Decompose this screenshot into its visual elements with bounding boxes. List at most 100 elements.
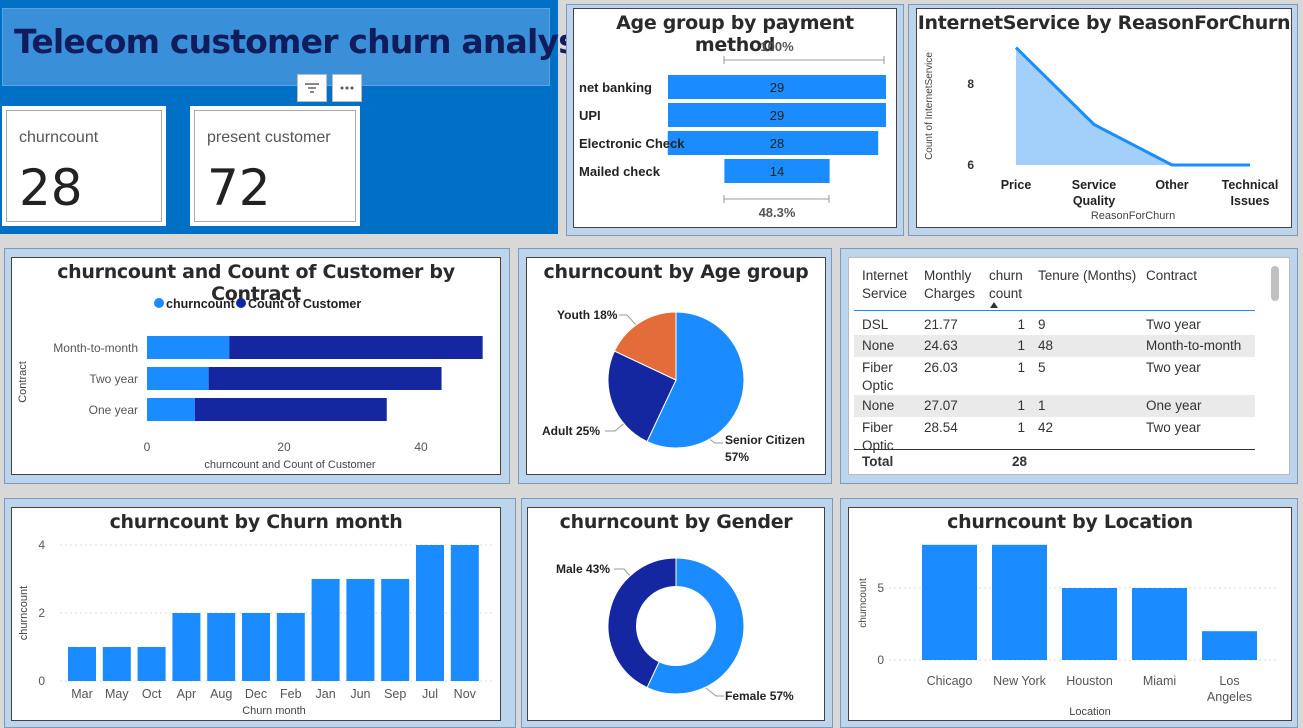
legend-label: churncount bbox=[166, 297, 236, 311]
bar-churncount[interactable] bbox=[147, 336, 230, 359]
table-cell: 27.07 bbox=[924, 398, 958, 413]
col-header-contract[interactable]: Contract bbox=[1146, 268, 1198, 283]
age-pie-panel[interactable]: churncount by Age group Youth 18% Adult … bbox=[526, 257, 826, 475]
table-cell: DSL bbox=[862, 316, 888, 334]
bar[interactable] bbox=[242, 613, 270, 681]
contract-panel[interactable]: churncount and Count of Customer by Cont… bbox=[11, 257, 501, 475]
bar-count-of-customer[interactable] bbox=[208, 367, 442, 390]
bar[interactable] bbox=[1202, 631, 1257, 660]
y-tick-label: 0 bbox=[877, 653, 884, 667]
location-panel[interactable]: churncount by Location churncount Locati… bbox=[848, 507, 1292, 721]
area-fill bbox=[1016, 47, 1250, 165]
total-value: 28 bbox=[1012, 454, 1028, 469]
funnel-row-label: net banking bbox=[579, 80, 652, 95]
gender-panel[interactable]: churncount by Gender Male 43% Female 57% bbox=[527, 507, 825, 721]
scrollbar-thumb[interactable] bbox=[1271, 266, 1279, 301]
bar[interactable] bbox=[1132, 588, 1187, 660]
slice-label: Senior Citizen bbox=[725, 433, 805, 447]
leader-line bbox=[619, 314, 638, 327]
x-tick-label: Oct bbox=[142, 687, 162, 701]
table-row[interactable] bbox=[854, 417, 1255, 455]
funnel-bar[interactable] bbox=[724, 159, 830, 183]
kpi-value: 28 bbox=[19, 159, 83, 217]
chart-title: churncount by Gender bbox=[559, 511, 793, 533]
table-cell: 42 bbox=[1038, 420, 1054, 435]
bar[interactable] bbox=[346, 579, 375, 681]
x-tick-label: 40 bbox=[414, 440, 428, 454]
funnel-bar[interactable] bbox=[668, 75, 886, 99]
pie-slice[interactable] bbox=[607, 350, 677, 443]
sort-descending-icon[interactable] bbox=[990, 302, 998, 308]
ellipsis-icon bbox=[340, 86, 354, 90]
location-chart: churncount Location 5 0 Chicago New York Hou… bbox=[858, 544, 1279, 718]
cell-line: None bbox=[862, 338, 895, 353]
col-header-monthly-charges[interactable]: Monthly Charges bbox=[924, 267, 975, 303]
more-options-icon[interactable] bbox=[332, 74, 362, 102]
table-row[interactable] bbox=[854, 335, 1255, 357]
table-row[interactable] bbox=[854, 314, 1255, 334]
table-cell: One year bbox=[1146, 398, 1202, 413]
col-header-internet-service[interactable]: Internet Service bbox=[862, 267, 908, 303]
table-cell: 9 bbox=[1038, 317, 1046, 332]
bar-count-of-customer[interactable] bbox=[194, 398, 387, 421]
funnel-top-label: 100% bbox=[760, 39, 794, 54]
title-banner bbox=[2, 8, 550, 86]
table-cell: 28.54 bbox=[924, 420, 958, 435]
bar[interactable] bbox=[172, 613, 201, 681]
bar[interactable] bbox=[450, 545, 479, 681]
legend-swatch-churncount bbox=[154, 298, 164, 308]
table-cell: 1 bbox=[1017, 420, 1025, 435]
col-header-tenure[interactable]: Tenure (Months) bbox=[1038, 268, 1137, 283]
legend-swatch-customer bbox=[236, 298, 246, 308]
month-panel[interactable]: churncount by Churn month churncount Chu… bbox=[11, 507, 501, 721]
bar[interactable] bbox=[311, 579, 340, 681]
bar[interactable] bbox=[416, 545, 444, 681]
cell-line: DSL bbox=[862, 317, 889, 332]
y-tick-label: 8 bbox=[967, 77, 974, 91]
funnel-row-label: UPI bbox=[579, 108, 601, 123]
table-panel[interactable]: Internet Service Monthly Charges churn coun… bbox=[848, 257, 1290, 475]
table-row[interactable] bbox=[854, 357, 1255, 395]
table-row[interactable] bbox=[854, 395, 1255, 417]
bar[interactable] bbox=[1062, 588, 1117, 660]
area-line[interactable] bbox=[1014, 46, 1250, 167]
bar-churncount[interactable] bbox=[147, 367, 209, 390]
table-cell: 1 bbox=[1017, 317, 1025, 332]
funnel-bottom-label: 48.3% bbox=[759, 205, 796, 220]
pie-slice[interactable] bbox=[646, 311, 745, 449]
x-tick-label: Other bbox=[1155, 178, 1188, 192]
bar[interactable] bbox=[207, 613, 236, 681]
bar[interactable] bbox=[992, 544, 1047, 660]
chart-title: churncount by Age group bbox=[543, 261, 809, 283]
contract-chart: churncount Count of Customer Contract ch… bbox=[17, 297, 483, 471]
bar[interactable] bbox=[922, 544, 977, 660]
bar[interactable] bbox=[102, 647, 131, 681]
area-panel[interactable]: InternetService by ReasonForChurn Count … bbox=[916, 8, 1292, 228]
filter-icon[interactable] bbox=[297, 74, 327, 102]
bar[interactable] bbox=[381, 579, 410, 681]
chart-title: churncount by Location bbox=[947, 511, 1193, 533]
pie-slice[interactable] bbox=[613, 311, 677, 381]
bar[interactable] bbox=[137, 647, 166, 681]
bar-count-of-customer[interactable] bbox=[229, 336, 483, 359]
bar[interactable] bbox=[68, 647, 96, 681]
table-cell: 1 bbox=[1017, 360, 1025, 375]
page-title: Telecom customer churn analysis bbox=[14, 22, 607, 61]
funnel-panel[interactable]: Age group by payment method 100% 48.3% n… bbox=[573, 8, 897, 228]
x-axis-label: ReasonForChurn bbox=[1091, 210, 1175, 222]
funnel-bar[interactable] bbox=[668, 103, 886, 127]
funnel-bar[interactable] bbox=[667, 131, 879, 155]
bar-churncount[interactable] bbox=[147, 398, 195, 421]
legend-label: Count of Customer bbox=[248, 297, 361, 311]
table-cell: None bbox=[862, 337, 894, 355]
col-header-churn-count[interactable]: churn count bbox=[989, 267, 1023, 303]
total-label: Total bbox=[862, 454, 894, 469]
bar[interactable] bbox=[276, 613, 305, 681]
x-tick-label: Miami bbox=[1143, 674, 1176, 688]
y-tick-label: 4 bbox=[38, 538, 45, 552]
slice-label: Male 43% bbox=[556, 562, 610, 576]
x-tick-label: Sep bbox=[384, 687, 406, 701]
funnel-row-label: Mailed check bbox=[579, 164, 661, 179]
funnel-value: 14 bbox=[770, 164, 784, 179]
chart-title: Age group by payment method bbox=[616, 12, 854, 56]
